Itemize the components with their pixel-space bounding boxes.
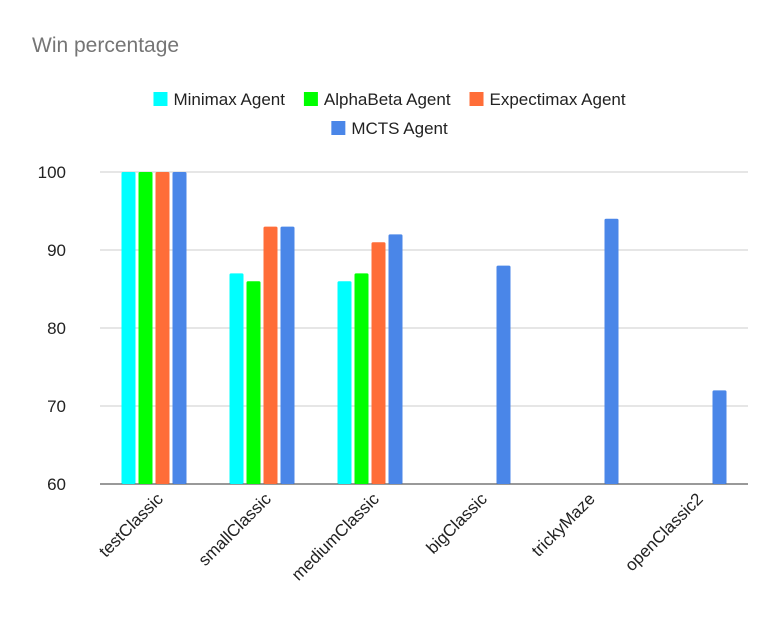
legend[interactable]: Minimax Agent AlphaBeta Agent Expectimax A… xyxy=(153,90,626,138)
bar[interactable] xyxy=(337,281,352,484)
legend-swatch xyxy=(469,92,484,106)
x-tick-label: trickyMaze xyxy=(528,489,599,560)
bar[interactable] xyxy=(121,172,136,484)
legend-item[interactable]: Expectimax Agent xyxy=(469,90,626,109)
bar[interactable] xyxy=(229,273,244,484)
bar[interactable] xyxy=(246,281,261,484)
y-tick-label: 90 xyxy=(47,241,66,260)
legend-label: AlphaBeta Agent xyxy=(324,90,451,109)
chart-title: Win percentage xyxy=(32,34,180,57)
bar[interactable] xyxy=(280,226,295,484)
y-tick-label: 100 xyxy=(38,163,66,182)
bar[interactable] xyxy=(263,226,278,484)
legend-label: Expectimax Agent xyxy=(490,90,626,109)
y-tick-label: 70 xyxy=(47,397,66,416)
legend-swatch xyxy=(303,92,318,106)
legend-item[interactable]: MCTS Agent xyxy=(331,119,448,138)
bar[interactable] xyxy=(354,273,369,484)
bar[interactable] xyxy=(172,172,187,484)
bar[interactable] xyxy=(371,242,386,484)
legend-swatch xyxy=(153,92,168,106)
bar[interactable] xyxy=(155,172,170,484)
bar[interactable] xyxy=(496,265,511,484)
y-tick-label: 60 xyxy=(47,475,66,494)
bar-layer xyxy=(121,172,727,485)
legend-item[interactable]: AlphaBeta Agent xyxy=(303,90,451,109)
x-tick-label: smallClassic xyxy=(195,489,276,570)
bar[interactable] xyxy=(712,390,727,484)
bar[interactable] xyxy=(388,234,403,484)
y-tick-label: 80 xyxy=(47,319,66,338)
grid-layer xyxy=(100,171,748,485)
legend-label: Minimax Agent xyxy=(173,90,285,109)
x-tick-label: testClassic xyxy=(95,489,167,561)
legend-item[interactable]: Minimax Agent xyxy=(153,90,285,109)
bar[interactable] xyxy=(138,172,153,484)
legend-label: MCTS Agent xyxy=(351,119,448,138)
x-tick-label: mediumClassic xyxy=(288,489,383,584)
x-tick-label: openClassic2 xyxy=(621,489,707,575)
bar[interactable] xyxy=(604,218,619,485)
legend-swatch xyxy=(331,121,346,135)
x-tick-label: bigClassic xyxy=(423,489,492,558)
